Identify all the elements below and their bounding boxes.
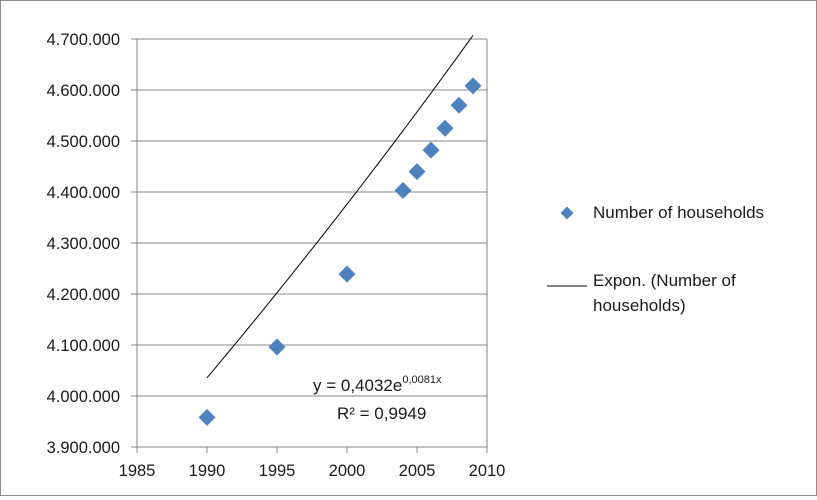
trendline xyxy=(206,35,474,379)
x-tick-label: 1995 xyxy=(259,462,296,480)
y-tick-label: 4.000.000 xyxy=(47,388,120,406)
y-tick-label: 4.700.000 xyxy=(47,31,120,49)
y-tick-label: 4.500.000 xyxy=(47,133,120,151)
legend-series-label: Number of households xyxy=(593,203,764,222)
data-point xyxy=(436,119,454,137)
x-tick-label: 2000 xyxy=(329,462,366,480)
legend: Number of households Expon. (Number of h… xyxy=(547,203,764,315)
data-points xyxy=(198,77,482,426)
legend-item-series: Number of households xyxy=(560,203,764,222)
data-point xyxy=(338,265,356,283)
data-point xyxy=(464,77,482,95)
y-tick-label: 4.300.000 xyxy=(47,235,120,253)
axes xyxy=(131,38,488,453)
legend-trend-label-line1: Expon. (Number of xyxy=(593,271,736,290)
legend-diamond-icon xyxy=(560,206,574,220)
r-squared-label: R² = 0,9949 xyxy=(337,404,426,423)
equation-text: y = 0,4032e0,0081x xyxy=(313,374,442,395)
y-tick-label: 3.900.000 xyxy=(47,439,120,457)
equation-prefix: y = 0,4032e xyxy=(313,376,402,395)
legend-item-trendline: Expon. (Number of households) xyxy=(547,271,736,315)
data-point xyxy=(422,141,440,159)
y-tick-label: 4.100.000 xyxy=(47,337,120,355)
trendline-group xyxy=(206,35,474,379)
legend-trend-label-line2: households) xyxy=(593,296,686,315)
data-point xyxy=(394,181,412,199)
trendline-equation: y = 0,4032e0,0081x R² = 0,9949 xyxy=(313,374,442,423)
x-tick-label: 1985 xyxy=(119,462,156,480)
x-tick-label: 2010 xyxy=(469,462,506,480)
x-tick-labels: 1985 1990 1995 2000 2005 2010 xyxy=(119,462,506,480)
y-tick-label: 4.400.000 xyxy=(47,184,120,202)
y-tick-label: 4.600.000 xyxy=(47,82,120,100)
data-point xyxy=(268,338,286,356)
x-tick-label: 1990 xyxy=(189,462,226,480)
data-point xyxy=(198,408,216,426)
gridlines xyxy=(137,38,488,447)
x-tick-label: 2005 xyxy=(399,462,436,480)
equation-exponent: 0,0081x xyxy=(402,374,442,386)
y-tick-labels: 3.900.000 4.000.000 4.100.000 4.200.000 4.30… xyxy=(47,31,120,457)
data-point xyxy=(408,163,426,181)
y-tick-label: 4.200.000 xyxy=(47,286,120,304)
data-point xyxy=(450,96,468,114)
